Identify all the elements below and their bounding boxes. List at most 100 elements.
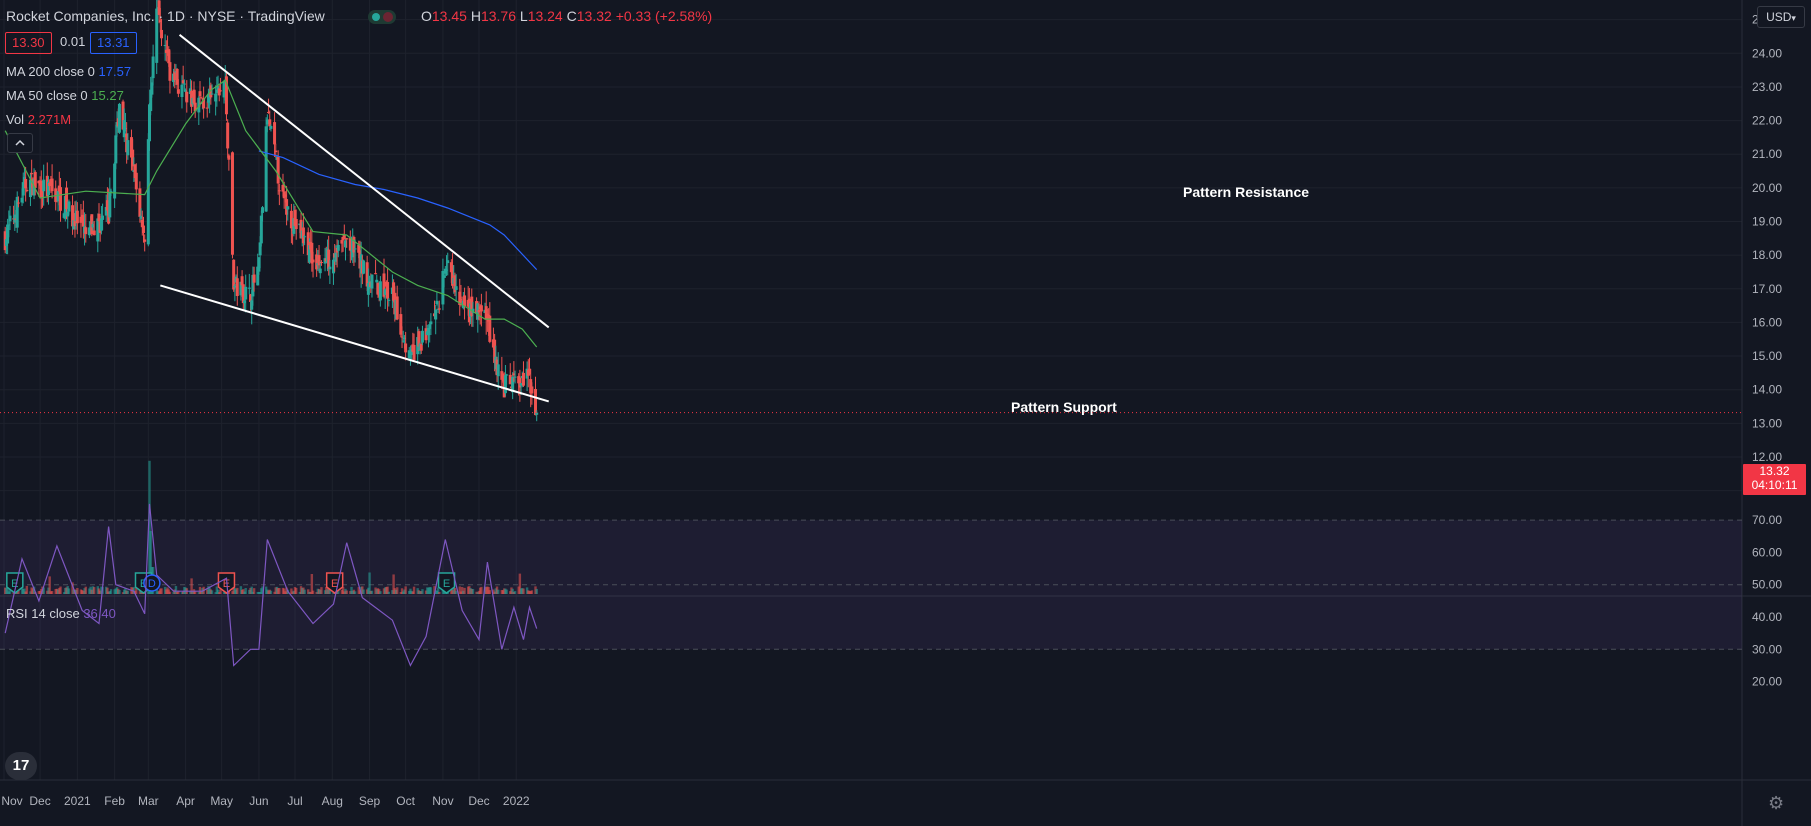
volume-bar <box>108 590 112 594</box>
candle-body <box>420 330 424 343</box>
candle-body <box>21 182 25 196</box>
candle-body <box>168 62 172 81</box>
volume-bar <box>475 591 478 594</box>
volume-bar <box>343 591 346 594</box>
open-value: 13.45 <box>431 8 467 24</box>
volume-bar <box>349 591 352 594</box>
candle-body <box>400 336 404 338</box>
candle-body <box>429 321 433 325</box>
currency-selector[interactable]: USD▾ <box>1757 6 1805 28</box>
volume-bar <box>243 591 246 594</box>
candle-body <box>264 126 268 212</box>
volume-bar <box>257 591 261 594</box>
volume-bar <box>385 587 388 594</box>
volume-bar <box>309 591 312 594</box>
candle-body <box>383 289 387 295</box>
candle-body <box>217 88 221 96</box>
volume-bar <box>488 590 492 594</box>
ask-box[interactable]: 13.31 <box>90 32 137 54</box>
rsi-tick-label: 50.00 <box>1752 578 1782 592</box>
ma50-legend[interactable]: MA 50 close 0 15.27 <box>6 88 124 103</box>
candle-body <box>410 349 414 355</box>
volume-bar <box>452 588 455 594</box>
volume-bar <box>25 585 29 594</box>
volume-bar <box>181 591 185 594</box>
candle-body <box>365 262 369 287</box>
candle-body <box>521 372 525 386</box>
bid-box[interactable]: 13.30 <box>5 32 52 54</box>
candle-body <box>205 107 209 109</box>
volume-bar <box>200 591 203 594</box>
volume-bar <box>434 590 437 594</box>
volume-bar <box>399 592 403 594</box>
volume-bar <box>350 586 353 594</box>
volume-bar <box>284 591 287 594</box>
candle-body <box>426 327 430 336</box>
time-tick-label: Jun <box>249 794 268 808</box>
last-price-value: 13.32 <box>1759 464 1790 478</box>
candle-body <box>193 102 197 112</box>
volume-bar <box>191 591 194 594</box>
candle-body <box>366 283 370 295</box>
candle-body <box>182 83 186 85</box>
candle-body <box>71 205 75 227</box>
ma200-legend[interactable]: MA 200 close 0 17.57 <box>6 64 131 79</box>
tradingview-logo-icon[interactable]: 17 <box>5 752 37 780</box>
candle-body <box>399 314 403 335</box>
candle-body <box>265 119 269 125</box>
volume-bar <box>325 587 328 594</box>
candle-body <box>453 275 457 293</box>
ma50-value: 15.27 <box>91 88 124 103</box>
candle-body <box>140 219 144 228</box>
volume-bar <box>222 591 226 594</box>
volume-bar <box>357 587 360 594</box>
candle-body <box>292 218 296 234</box>
candle-body <box>387 299 391 301</box>
volume-bar <box>206 589 209 594</box>
volume-bar <box>477 590 481 594</box>
volume-bar <box>55 588 59 594</box>
candle-body <box>276 157 280 184</box>
volume-bar <box>299 586 303 594</box>
candle-body <box>243 300 246 304</box>
volume-bar <box>454 590 458 594</box>
candle-body <box>294 219 298 229</box>
candle-body <box>378 281 382 301</box>
candle-body <box>428 324 432 329</box>
candle-body <box>289 210 293 229</box>
candle-body <box>167 49 171 64</box>
volume-bar <box>513 591 517 594</box>
volume-bar <box>466 586 470 594</box>
candle-body <box>317 255 321 266</box>
volume-bar <box>24 591 27 594</box>
volume-bar <box>58 587 61 594</box>
volume-legend[interactable]: Vol 2.271M <box>6 112 71 127</box>
candle-body <box>65 187 69 210</box>
volume-bar <box>411 591 415 594</box>
volume-bar <box>351 590 354 594</box>
collapse-legend-button[interactable] <box>7 133 33 153</box>
volume-bar <box>172 591 175 594</box>
candle-body <box>109 190 113 192</box>
volume-bar <box>167 589 170 594</box>
time-tick-label: Apr <box>176 794 195 808</box>
volume-bar <box>529 591 532 594</box>
candle-body <box>256 266 260 286</box>
candle-body <box>185 91 189 103</box>
price-tick-label: 15.00 <box>1752 349 1782 363</box>
volume-bar <box>107 591 110 594</box>
candle-body <box>175 68 179 85</box>
volume-bar <box>138 588 142 594</box>
volume-bar <box>276 588 280 594</box>
volume-bar <box>180 592 184 594</box>
volume-bar <box>190 578 193 594</box>
rsi-legend[interactable]: RSI 14 close 36.40 <box>6 606 116 621</box>
gear-icon[interactable]: ⚙ <box>1768 793 1785 813</box>
volume-bar <box>160 588 163 594</box>
volume-bar <box>369 590 372 594</box>
volume-bar <box>132 587 136 594</box>
candle-body <box>306 232 310 256</box>
volume-bar <box>495 586 499 594</box>
candle-body <box>39 180 43 199</box>
